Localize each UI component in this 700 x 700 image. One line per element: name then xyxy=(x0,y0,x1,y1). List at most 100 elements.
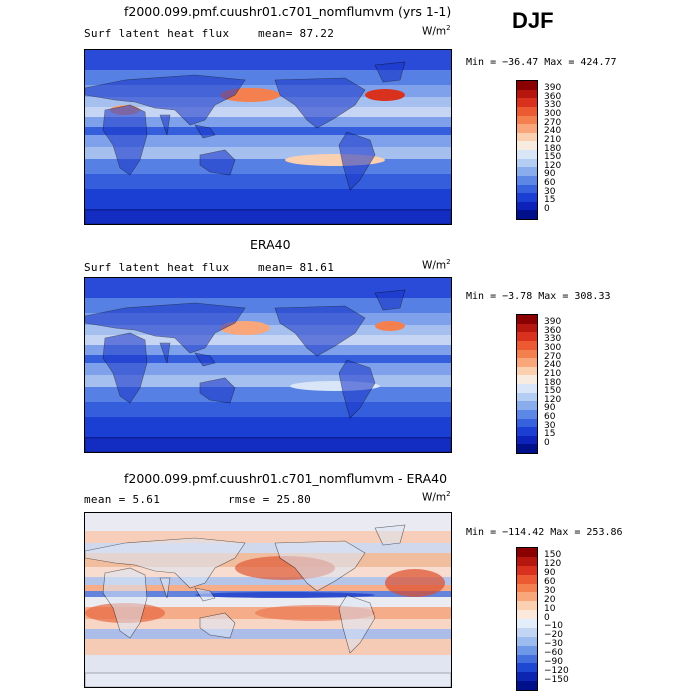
panel-2-colorbar xyxy=(516,314,538,454)
colorbar-tick-label: 30 xyxy=(544,186,556,197)
colorbar-swatch xyxy=(517,141,537,150)
colorbar-swatch xyxy=(517,418,537,428)
colorbar-swatch xyxy=(517,323,537,333)
panel-3-rmse-label: rmse = 25.80 xyxy=(228,493,312,506)
continent-outline xyxy=(85,537,246,589)
field-band xyxy=(85,619,451,629)
panel-2-title: ERA40 xyxy=(250,237,291,252)
colorbar-swatch xyxy=(517,358,537,367)
colorbar-swatch xyxy=(517,201,537,211)
continent-outline xyxy=(338,594,376,654)
field-band xyxy=(85,597,451,607)
colorbar-swatch xyxy=(517,340,537,350)
continent-outline xyxy=(85,672,451,687)
colorbar-tick-label: 0 xyxy=(544,612,550,623)
panel-1-mean-label: mean= 87.22 xyxy=(258,27,335,40)
colorbar-tick-label: 150 xyxy=(544,550,562,561)
panel-3-map xyxy=(84,512,452,688)
colorbar-swatch xyxy=(517,610,537,619)
colorbar-tick-label: 270 xyxy=(544,351,562,362)
panel-2-units: W/m2 xyxy=(422,258,451,272)
colorbar-swatch xyxy=(517,392,537,402)
continent-outline xyxy=(194,124,216,139)
colorbar-tick-label: 15 xyxy=(544,195,556,206)
field-band xyxy=(85,417,451,437)
colorbar-swatch xyxy=(517,89,537,99)
panel-3-colorbar xyxy=(516,547,538,691)
panel-3-map-field xyxy=(85,513,451,687)
colorbar-tick-label: 210 xyxy=(544,134,562,145)
colorbar-swatch xyxy=(517,150,537,159)
colorbar-tick-label: −90 xyxy=(544,656,563,667)
colorbar-swatch xyxy=(517,193,537,202)
continent-outline xyxy=(159,342,171,364)
colorbar-swatch xyxy=(517,332,537,341)
panel-3-units: W/m2 xyxy=(422,490,451,504)
continent-outline xyxy=(374,289,406,311)
field-band xyxy=(85,117,451,127)
continent-outline xyxy=(159,114,171,136)
colorbar-swatch xyxy=(517,158,537,168)
colorbar-tick-label: 240 xyxy=(544,126,562,137)
colorbar-tick-label: 120 xyxy=(544,559,562,570)
colorbar-swatch xyxy=(517,115,537,125)
colorbar-swatch xyxy=(517,315,537,324)
colorbar-swatch xyxy=(517,565,537,575)
colorbar-swatch xyxy=(517,375,537,384)
colorbar-tick-label: 120 xyxy=(544,160,562,171)
field-band xyxy=(85,585,451,591)
colorbar-swatch xyxy=(517,645,537,655)
colorbar-tick-label: 120 xyxy=(544,394,562,405)
colorbar-swatch xyxy=(517,366,537,376)
panel-1-map xyxy=(84,49,452,225)
colorbar-tick-label: −60 xyxy=(544,648,563,658)
field-band xyxy=(85,107,451,117)
continent-outline xyxy=(199,612,236,639)
panel-2-map xyxy=(84,277,452,453)
continent-outline xyxy=(102,332,148,404)
colorbar-tick-label: 360 xyxy=(544,91,562,102)
colorbar-tick-label: 390 xyxy=(544,317,562,328)
continent-outline xyxy=(85,302,246,354)
field-band xyxy=(85,402,451,417)
colorbar-swatch xyxy=(517,106,537,116)
colorbar-tick-label: 30 xyxy=(544,585,556,596)
colorbar-swatch xyxy=(517,184,537,194)
panel-2-variable-label: Surf latent heat flux xyxy=(84,261,230,274)
colorbar-tick-label: 0 xyxy=(544,437,550,448)
continent-outline xyxy=(274,540,366,592)
continent-outline xyxy=(374,524,406,546)
colorbar-swatch xyxy=(517,444,537,453)
colorbar-tick-label: 180 xyxy=(544,377,562,388)
colorbar-tick-label: 330 xyxy=(544,100,562,111)
colorbar-tick-label: 390 xyxy=(544,83,562,94)
colorbar-swatch xyxy=(517,409,537,419)
flux-maximum xyxy=(365,89,405,101)
field-band xyxy=(85,174,451,189)
field-band xyxy=(85,655,451,673)
colorbar-swatch xyxy=(517,556,537,566)
colorbar-swatch xyxy=(517,619,537,628)
colorbar-tick-label: −150 xyxy=(544,674,569,685)
panel-1-title: f2000.099.pmf.cuushr01.c701_nomflumvm (y… xyxy=(124,4,452,19)
colorbar-tick-label: 270 xyxy=(544,117,562,128)
colorbar-swatch xyxy=(517,132,537,142)
continent-outline xyxy=(102,567,148,639)
colorbar-tick-label: 90 xyxy=(544,403,556,414)
panel-1-map-field xyxy=(85,50,451,224)
colorbar-tick-label: 300 xyxy=(544,109,562,119)
colorbar-swatch xyxy=(517,601,537,611)
colorbar-swatch xyxy=(517,592,537,602)
panel-3-minmax: Min = −114.42 Max = 253.86 xyxy=(466,527,623,538)
colorbar-swatch xyxy=(517,627,537,637)
field-band xyxy=(85,97,451,107)
colorbar-swatch xyxy=(517,81,537,90)
colorbar-swatch xyxy=(517,210,537,219)
colorbar-tick-label: 90 xyxy=(544,568,556,579)
continent-outline xyxy=(274,77,366,129)
colorbar-tick-label: 360 xyxy=(544,325,562,336)
panel-2-mean-label: mean= 81.61 xyxy=(258,261,335,274)
field-band xyxy=(85,577,451,585)
panel-1-units: W/m2 xyxy=(422,24,451,38)
colorbar-tick-label: −10 xyxy=(544,621,563,632)
